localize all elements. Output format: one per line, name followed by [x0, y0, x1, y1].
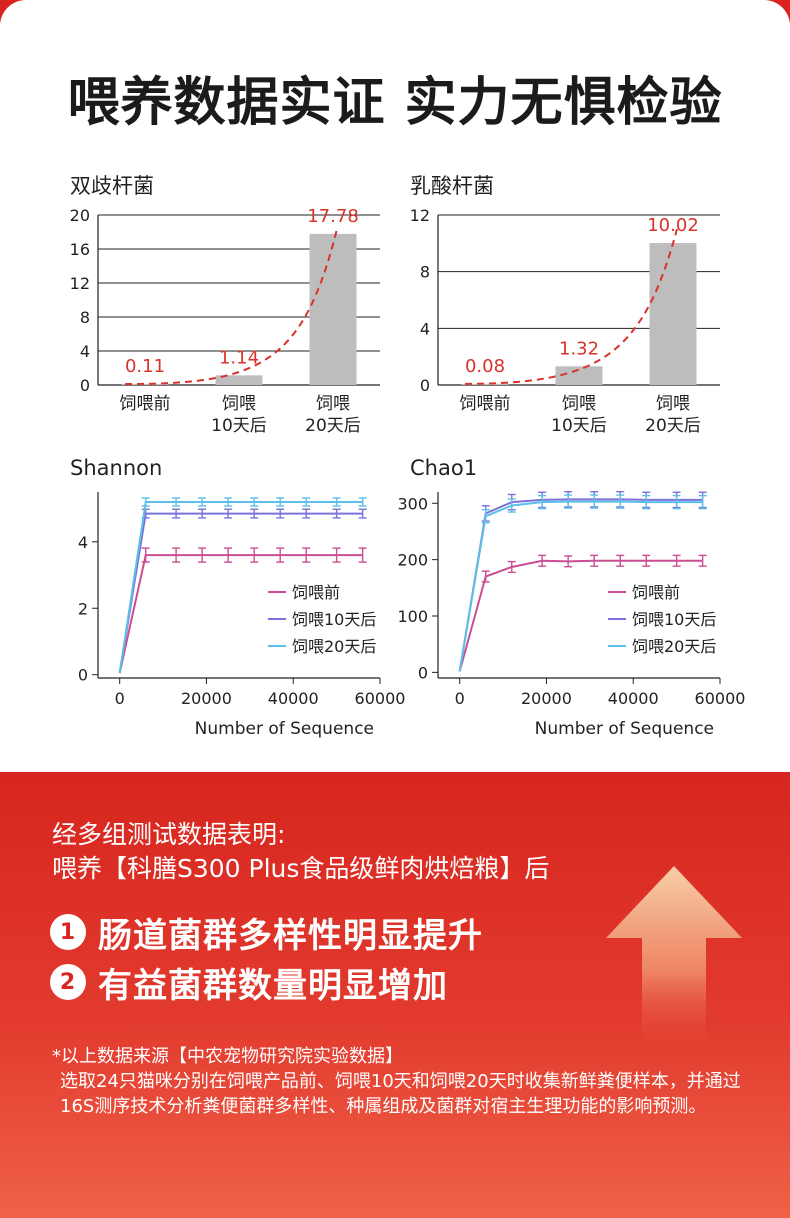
series-line: [118, 500, 363, 674]
up-arrow-icon: [606, 866, 742, 1056]
series-line: [458, 498, 703, 672]
y-tick-label: 4: [80, 342, 90, 361]
trend-line: [464, 228, 678, 385]
x-tick-label: 60000: [695, 689, 746, 708]
y-tick-label: 0: [418, 663, 428, 682]
x-tick-label: 饲喂前: [460, 394, 511, 414]
x-tick-label: 20000: [521, 689, 572, 708]
bar: [121, 384, 169, 385]
content-card: [0, 0, 790, 772]
data-label: 17.78: [307, 206, 359, 227]
legend-label: 饲喂前: [292, 583, 340, 602]
chart-title-shannon: Shannon: [70, 456, 163, 480]
bar: [649, 243, 697, 385]
y-tick-label: 0: [80, 376, 90, 395]
x-tick-label: 饲喂: [222, 394, 256, 414]
bar: [309, 233, 357, 385]
y-tick-label: 2: [78, 599, 88, 618]
series-line: [458, 500, 703, 672]
legend-label: 饲喂10天后: [292, 610, 376, 629]
benefit-text: 有益菌群数量明显增加: [98, 965, 448, 1006]
intro-line-1: 经多组测试数据表明:: [52, 820, 286, 849]
bar: [461, 383, 509, 385]
note-body: 选取24只猫咪分别在饲喂产品前、饲喂10天和饲喂20天时收集新鲜粪便样本，并通过…: [60, 1071, 741, 1117]
y-tick-label: 12: [410, 206, 430, 225]
y-tick-label: 4: [420, 319, 430, 338]
y-tick-label: 12: [70, 274, 90, 293]
bar: [215, 375, 263, 385]
x-tick-label: 40000: [268, 689, 319, 708]
note-source: *以上数据来源【中农宠物研究院实验数据】: [52, 1046, 403, 1067]
y-tick-label: 8: [420, 263, 430, 282]
legend-label: 饲喂20天后: [632, 637, 716, 656]
y-tick-label: 8: [80, 308, 90, 327]
x-tick-label: 饲喂: [562, 394, 596, 414]
x-tick-label: 20天后: [305, 416, 361, 436]
legend-label: 饲喂20天后: [292, 637, 376, 656]
bar: [555, 366, 603, 385]
chart-title-chao1: Chao1: [410, 456, 478, 480]
x-axis-label: Number of Sequence: [195, 719, 374, 739]
number-badge: 2: [50, 964, 86, 1000]
data-source-note: *以上数据来源【中农宠物研究院实验数据】 选取24只猫咪分别在饲喂产品前、饲喂1…: [52, 1044, 752, 1119]
x-tick-label: 10天后: [551, 416, 607, 436]
series-line: [118, 554, 363, 674]
data-label: 1.14: [219, 347, 259, 368]
x-tick-label: 饲喂: [316, 394, 350, 414]
x-tick-label: 10天后: [211, 416, 267, 436]
x-tick-label: 饲喂前: [120, 394, 171, 414]
y-tick-label: 100: [397, 607, 428, 626]
chart-title-bifidobacterium: 双歧杆菌: [70, 174, 154, 198]
x-tick-label: 0: [455, 689, 465, 708]
x-tick-label: 60000: [355, 689, 406, 708]
y-tick-label: 200: [397, 551, 428, 570]
trend-line: [124, 228, 338, 386]
charts-canvas: 0481216200.11饲喂前1.14饲喂10天后17.78饲喂20天后048…: [70, 206, 746, 739]
intro-line-2: 喂养【科膳S300 Plus食品级鲜肉烘焙粮】后: [52, 854, 550, 883]
y-tick-label: 0: [420, 376, 430, 395]
data-label: 0.08: [465, 356, 505, 377]
x-tick-label: 饲喂: [656, 394, 690, 414]
benefit-point-2: 2 有益菌群数量明显增加: [50, 960, 448, 1006]
benefit-point-1: 1 肠道菌群多样性明显提升: [50, 910, 483, 956]
benefit-text: 肠道菌群多样性明显提升: [98, 915, 483, 956]
series-line: [458, 559, 703, 672]
data-label: 1.32: [559, 338, 599, 359]
number-badge: 1: [50, 914, 86, 950]
chart-title-lactobacillus: 乳酸杆菌: [410, 174, 494, 198]
x-tick-label: 0: [115, 689, 125, 708]
data-label: 10.02: [647, 215, 699, 236]
y-tick-label: 20: [70, 206, 90, 225]
summary-intro: 经多组测试数据表明: 喂养【科膳S300 Plus食品级鲜肉烘焙粮】后: [52, 818, 549, 886]
y-tick-label: 0: [78, 666, 88, 685]
series-line: [118, 512, 363, 674]
legend-label: 饲喂10天后: [632, 610, 716, 629]
data-label: 0.11: [125, 356, 165, 377]
x-tick-label: 40000: [608, 689, 659, 708]
page-title: 喂养数据实证 实力无惧检验: [67, 73, 723, 133]
y-tick-label: 300: [397, 494, 428, 513]
x-axis-label: Number of Sequence: [535, 719, 714, 739]
x-tick-label: 20000: [181, 689, 232, 708]
y-tick-label: 16: [70, 240, 90, 259]
x-tick-label: 20天后: [645, 416, 701, 436]
legend-label: 饲喂前: [632, 583, 680, 602]
y-tick-label: 4: [78, 533, 88, 552]
